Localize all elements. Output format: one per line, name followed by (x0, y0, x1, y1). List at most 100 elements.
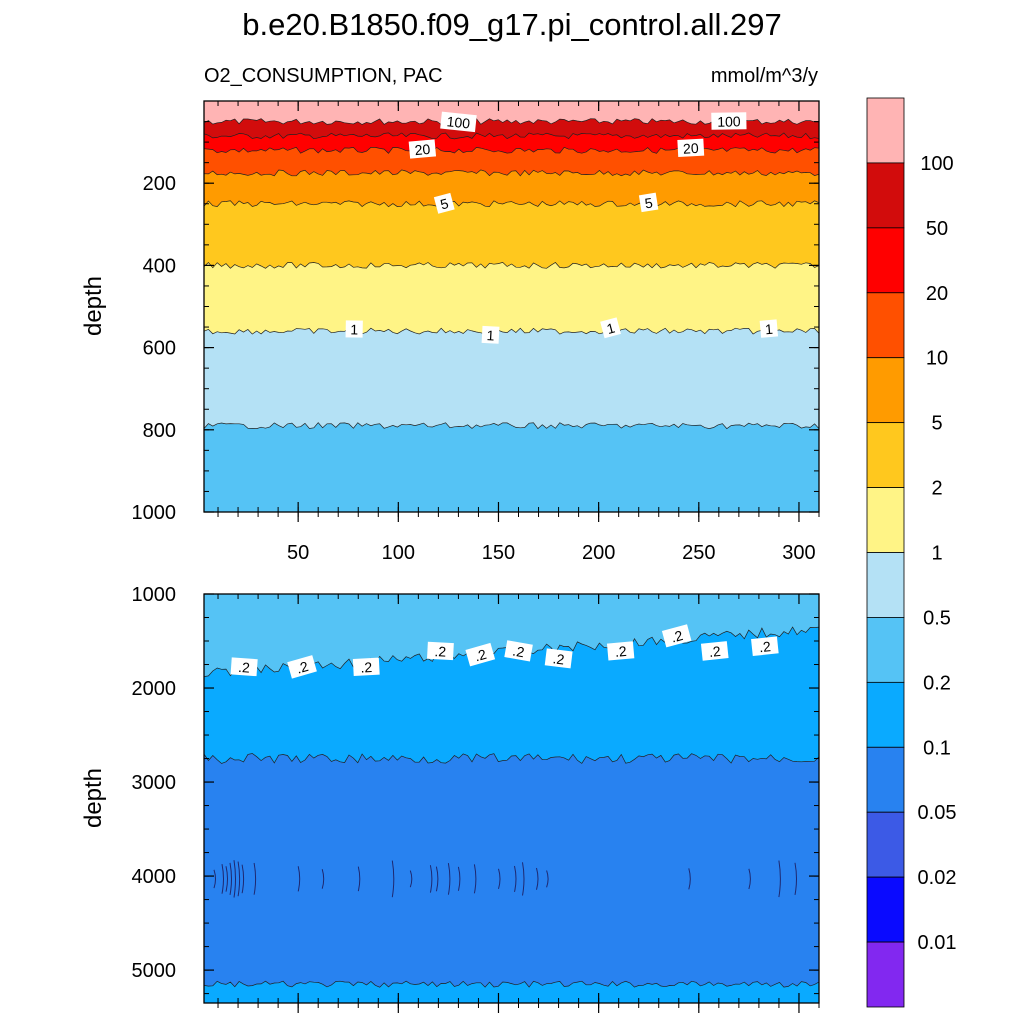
contour-label: .2 (700, 641, 729, 661)
contour-line-fragment (233, 860, 236, 898)
subtitle-left: O2_CONSUMPTION, PAC (204, 65, 443, 87)
contour-line-fragment (688, 868, 691, 890)
contour-line-fragment (522, 862, 525, 896)
contour-label-text: 5 (439, 195, 451, 213)
colorbar-swatch (866, 162, 905, 229)
contour-label: .2 (352, 657, 380, 676)
contour-line-fragment (221, 864, 224, 894)
contour-label: .2 (230, 657, 258, 677)
contour-label-text: .2 (511, 643, 525, 661)
contour-label-text: 20 (414, 141, 431, 158)
contour-line-fragment (321, 869, 325, 889)
y-tick-label: 2000 (132, 678, 177, 700)
contour-line-fragment (457, 866, 461, 891)
contour-line-fragment (229, 862, 232, 895)
colorbar-swatch (866, 876, 905, 943)
contour-label-text: .2 (473, 646, 489, 665)
lower-panel: .2 .2 .2 .2 .2 .2 .2 .2 .2 .2 .2 1000 2000 3000 4000 50… (132, 584, 820, 1013)
contour-label-text: 20 (683, 140, 700, 157)
contour-label-text: 5 (644, 194, 654, 211)
colorbar-label: 10 (926, 348, 948, 370)
colorbar-swatch (866, 227, 905, 294)
upper-panel: 100 100 20 20 5 5 1 1 1 1 200 400 600 800 1000 50 100 150… (132, 100, 820, 564)
contour-label: .2 (661, 624, 692, 648)
colorbar-swatch (866, 746, 905, 813)
contour-label: .2 (751, 636, 779, 657)
contour-line-fragment (297, 866, 301, 892)
colorbar-swatch (866, 357, 905, 424)
y-tick-label: 200 (143, 173, 176, 195)
contour-label: 1 (600, 317, 621, 339)
y-tick-label: 1000 (132, 584, 177, 606)
contour-line-fragment (498, 868, 501, 890)
contour-label: .2 (544, 648, 573, 669)
colorbar-label: 2 (931, 478, 942, 500)
contour-label-text: .2 (360, 659, 373, 676)
colorbar-label: 50 (926, 218, 948, 240)
colorbar-label: 0.02 (918, 867, 957, 889)
contour-label: .2 (504, 640, 533, 662)
contour-label: 5 (433, 192, 455, 214)
colorbar-label: 0.01 (918, 932, 957, 954)
contour-label: .2 (606, 641, 635, 661)
contour-label: .2 (426, 641, 454, 661)
contour-label: 1 (481, 325, 500, 344)
contour-label: 20 (677, 138, 705, 157)
contour-band (204, 753, 819, 1003)
contour-line-fragment (429, 865, 433, 893)
contour-band (204, 980, 819, 1003)
contour-label: 20 (408, 139, 437, 159)
colorbar-label: 100 (920, 153, 953, 175)
colorbar-swatch (866, 811, 905, 878)
contour-label-text: 1 (350, 321, 358, 337)
contour-band (204, 422, 819, 512)
contour-label-text: .2 (708, 643, 721, 660)
subtitle-right: mmol/m^3/y (711, 65, 818, 87)
contour-label-text: 1 (764, 321, 773, 338)
colorbar: 100 50 20 10 5 2 1 0.5 0.2 0.1 0.05 0.02 0.01 (866, 97, 957, 1008)
contour-line-fragment (546, 870, 549, 888)
y-tick-label: 800 (143, 420, 176, 442)
contour-label: 1 (759, 319, 779, 338)
lower-ylabel: depth (80, 768, 107, 828)
contour-line-fragment (237, 861, 241, 897)
x-tick-label: 250 (682, 542, 715, 564)
x-tick-label: 50 (287, 542, 309, 564)
contour-label-text: 100 (446, 113, 471, 131)
colorbar-label: 1 (931, 543, 942, 565)
contour-line-fragment (748, 868, 751, 890)
chart-title: b.e20.B1850.f09_g17.pi_control.all.297 (242, 7, 782, 42)
contour-line-fragment (514, 865, 517, 893)
colorbar-swatch (866, 941, 905, 1008)
colorbar-swatch (866, 552, 905, 618)
colorbar-swatch (866, 681, 905, 748)
contour-label-text: 100 (717, 113, 741, 129)
contour-label: 5 (638, 192, 659, 213)
y-tick-label: 400 (143, 255, 176, 277)
contour-label: 100 (440, 111, 477, 133)
contour-label: .2 (287, 655, 317, 679)
contour-label-text: .2 (238, 659, 251, 676)
contour-label-text: .2 (552, 650, 566, 667)
contour-label-text: 1 (605, 320, 617, 338)
colorbar-label: 0.5 (923, 607, 951, 629)
contour-label-text: .2 (434, 643, 447, 660)
colorbar-swatch (866, 292, 905, 359)
y-tick-label: 5000 (132, 960, 177, 982)
y-tick-label: 1000 (132, 502, 177, 524)
contour-line-fragment (253, 862, 257, 895)
y-tick-label: 600 (143, 338, 176, 360)
contour-label: 100 (711, 112, 747, 130)
contour-line-fragment (435, 866, 439, 892)
contour-line-fragment (778, 860, 781, 898)
plot-frame (203, 593, 820, 1004)
contour-line-fragment (473, 864, 477, 894)
contour-line-fragment (241, 864, 245, 894)
x-tick-label: 200 (582, 542, 615, 564)
contour-line-fragment (794, 862, 797, 895)
contour-line-fragment (447, 863, 451, 895)
y-tick-label: 3000 (132, 772, 177, 794)
colorbar-swatch (866, 487, 905, 553)
contour-label-text: .2 (294, 658, 310, 677)
